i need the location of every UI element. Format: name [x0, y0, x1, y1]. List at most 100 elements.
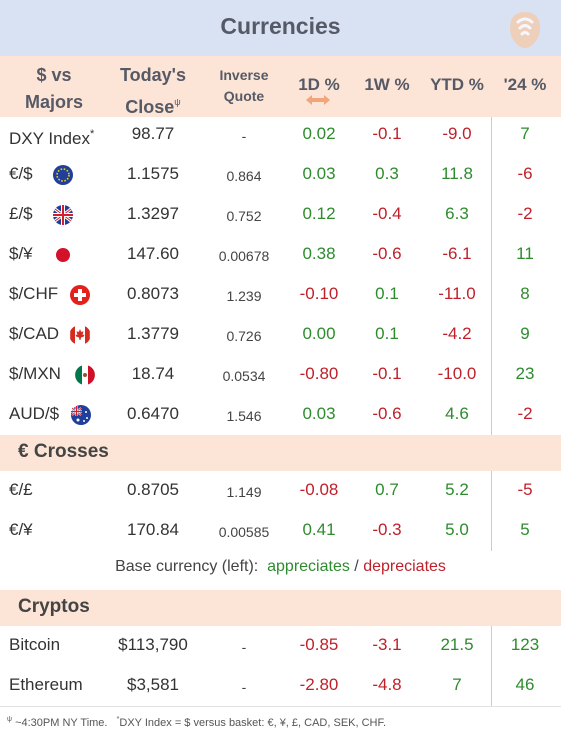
1w-change: 0.1	[375, 284, 399, 303]
ytd-change: -6.1	[442, 244, 472, 263]
ytd-change: -10.0	[437, 364, 477, 383]
1w-change: -0.4	[372, 204, 402, 223]
y24-change: -2	[517, 204, 533, 223]
table-row: $/CAD 1.3779 0.726 0.00 0.1 -4.2 9	[0, 315, 561, 355]
1d-change: -0.85	[299, 635, 339, 654]
color-legend: Base currency (left): appreciates / depr…	[115, 558, 446, 575]
pair-label: Bitcoin	[9, 635, 61, 654]
1d-change: 0.02	[302, 124, 336, 143]
y24-change: -5	[517, 480, 533, 499]
inverse-value: -	[241, 639, 247, 655]
table-row: $/CHF 0.8073 1.239 -0.10 0.1 -11.0 8	[0, 275, 561, 315]
1w-change: 0.7	[375, 480, 399, 499]
inverse-value: 0.864	[226, 168, 262, 184]
ytd-header[interactable]: YTD %	[430, 75, 484, 94]
footer-divider	[0, 706, 561, 707]
table-row: DXY Index* 98.77 - 0.02 -0.1 -9.0 7	[0, 115, 561, 155]
close-value: $3,581	[127, 675, 179, 694]
pair-label: $/MXN	[9, 364, 61, 383]
1w-change: -3.1	[372, 635, 402, 654]
table-row: $/¥ 147.60 0.00678 0.38 -0.6 -6.1 11	[0, 235, 561, 275]
ytd-change: 5.2	[445, 480, 469, 499]
ytd-change: -11.0	[438, 284, 476, 303]
1d-change: 0.12	[302, 204, 336, 223]
ytd-change: -9.0	[442, 124, 472, 143]
1d-change: 0.03	[302, 164, 336, 183]
column-header: $ vs Majors Today's Closeψ Inverse Quote 1D…	[0, 56, 561, 117]
1d-change: -0.80	[299, 364, 339, 383]
close-value: 18.74	[131, 364, 175, 383]
pair-label: DXY Index*	[9, 128, 95, 148]
close-footnote-mark: ψ	[174, 97, 181, 107]
pair-label: $/CHF	[9, 284, 59, 303]
pair-label: Ethereum	[9, 675, 83, 694]
inverse-header: Inverse Quote	[219, 67, 269, 104]
1w-change: -0.1	[372, 124, 402, 143]
inverse-value: 0.726	[226, 328, 262, 344]
y24-change: -2	[517, 404, 533, 423]
close-value: 170.84	[127, 520, 179, 539]
y24-change: 11	[516, 244, 534, 263]
1w-change: -0.3	[372, 520, 402, 539]
phone-wave-icon	[510, 12, 540, 48]
1d-change: -0.10	[299, 284, 339, 303]
1d-change: -0.08	[299, 480, 339, 499]
page-title: Currencies	[220, 13, 341, 39]
column-divider	[491, 117, 492, 435]
australia-flag-icon	[71, 405, 91, 425]
close-header: Today's Closeψ	[120, 65, 186, 117]
1w-change: -0.6	[372, 404, 402, 423]
table-row: $/MXN 18.74 0.0534 -0.80 -0.1 -10.0 23	[0, 355, 561, 395]
ytd-change: 21.5	[440, 635, 474, 654]
1d-header[interactable]: 1D %	[298, 75, 340, 94]
legend-appreciates: appreciates	[267, 558, 350, 575]
pair-label: AUD/$	[9, 404, 60, 423]
1d-change: 0.41	[302, 520, 336, 539]
ytd-change: 4.6	[445, 404, 469, 423]
double-arrow-icon[interactable]	[305, 93, 331, 107]
1w-change: 0.3	[375, 164, 399, 183]
inverse-value: 0.00678	[218, 248, 270, 264]
y24-header[interactable]: '24 %	[503, 75, 547, 94]
inverse-value: 1.149	[226, 484, 262, 500]
close-value: 147.60	[127, 244, 179, 263]
column-divider	[491, 471, 492, 551]
pair-label: $/CAD	[9, 324, 60, 343]
y24-change: 7	[520, 124, 530, 143]
section-header-cryptos: Cryptos	[0, 590, 561, 626]
pair-label: €/£	[9, 480, 33, 499]
inverse-value: -	[241, 679, 247, 695]
ytd-change: -4.2	[442, 324, 472, 343]
pair-label: €/$	[9, 164, 33, 183]
1d-change: -2.80	[299, 675, 339, 694]
y24-change: 46	[515, 675, 535, 694]
close-value: 1.3297	[127, 204, 179, 223]
japan-flag-icon	[53, 245, 73, 265]
inverse-value: 0.00585	[218, 524, 270, 540]
table-row: Ethereum $3,581 - -2.80 -4.8 7 46	[0, 666, 561, 706]
1w-change: -0.1	[372, 364, 402, 383]
pair-label: €/¥	[9, 520, 33, 539]
1w-change: -0.6	[372, 244, 402, 263]
column-divider	[491, 626, 492, 706]
1d-change: 0.03	[302, 404, 336, 423]
table-row: €/¥ 170.84 0.00585 0.41 -0.3 5.0 5	[0, 511, 561, 551]
table-row: £/$ 1.3297 0.752 0.12 -0.4 6.3 -2	[0, 195, 561, 235]
y24-change: 8	[520, 284, 530, 303]
footnote: ψ ~4:30PM NY Time. *DXY Index = $ versus…	[7, 716, 387, 729]
1w-header[interactable]: 1W %	[364, 75, 410, 94]
1w-change: 0.1	[375, 324, 399, 343]
y24-change: 9	[520, 324, 530, 343]
1d-change: 0.00	[302, 324, 336, 343]
inverse-value: 1.239	[226, 288, 262, 304]
1d-change: 0.38	[302, 244, 336, 263]
table-row: Bitcoin $113,790 - -0.85 -3.1 21.5 123	[0, 626, 561, 666]
close-value: 0.6470	[127, 404, 179, 423]
ytd-change: 7	[452, 675, 462, 694]
swiss-flag-icon	[70, 285, 90, 305]
close-value: 1.3779	[127, 324, 179, 343]
close-value: $113,790	[118, 635, 188, 654]
close-value: 0.8705	[127, 480, 179, 499]
pair-header: $ vs Majors	[24, 65, 84, 112]
section-header-crosses: € Crosses	[0, 435, 561, 471]
